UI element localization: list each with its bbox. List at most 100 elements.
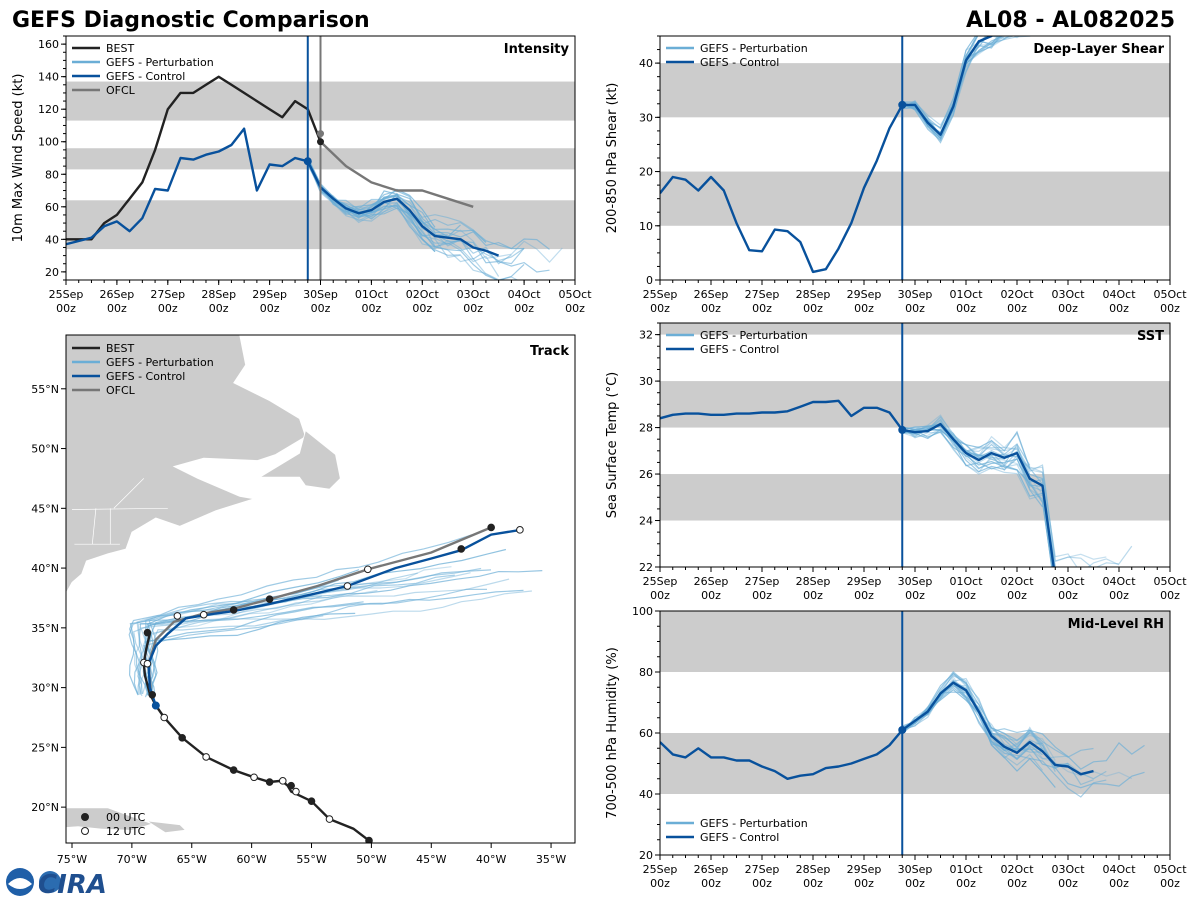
panel-shear: 01020304025Sep00z26Sep00z27Sep00z28Sep00… [605, 35, 1187, 315]
control-track-marker [516, 526, 524, 534]
x-tick-label: 04Oct [1102, 288, 1136, 301]
x-tick-label: 00z [956, 589, 976, 602]
perturbation-line [902, 427, 1054, 567]
y-tick-label: 120 [38, 103, 59, 116]
x-tick-label: 00z [1109, 302, 1129, 315]
x-tick-label: 00z [260, 302, 280, 315]
panel-sst: 22242628303225Sep00z26Sep00z27Sep00z28Se… [605, 322, 1187, 602]
panel-title: Track [530, 344, 569, 359]
y-tick-label: 20 [45, 266, 59, 279]
best-track-marker [307, 797, 316, 805]
lat-tick-label: 25°N [31, 741, 59, 754]
perturbation-track [144, 601, 364, 696]
x-tick-label: 25Sep [49, 288, 84, 301]
x-tick-label: 00z [362, 302, 382, 315]
control-line [660, 399, 1055, 567]
x-tick-label: 28Sep [796, 575, 831, 588]
x-tick-label: 26Sep [694, 863, 729, 876]
x-tick-label: 00z [956, 302, 976, 315]
lon-tick-label: 60°W [236, 853, 266, 866]
x-tick-label: 30Sep [898, 863, 933, 876]
control-init-marker [898, 100, 907, 109]
y-tick-label: 60 [45, 201, 59, 214]
best-track-marker [278, 777, 287, 785]
y-tick-label: 28 [639, 422, 653, 435]
x-tick-label: 26Sep [100, 288, 135, 301]
control-init-marker [151, 701, 160, 710]
best-track-marker [365, 836, 373, 843]
charts-layer: 2040608010012014016025Sep00z26Sep00z27Se… [11, 35, 1187, 890]
x-tick-label: 00z [803, 302, 823, 315]
x-tick-label: 01Oct [949, 575, 983, 588]
x-tick-label: 04Oct [1102, 575, 1136, 588]
legend-label: GEFS - Perturbation [700, 329, 808, 342]
perturbation-line [902, 670, 1094, 758]
legend-label: GEFS - Control [700, 831, 779, 844]
x-tick-label: 00z [803, 877, 823, 890]
plot-area [660, 611, 1170, 798]
x-tick-label: 00z [650, 589, 670, 602]
x-tick-label: 03Oct [1051, 575, 1085, 588]
panel-intensity: 2040608010012014016025Sep00z26Sep00z27Se… [11, 35, 592, 315]
control-init-marker [303, 157, 312, 166]
best-track-marker [143, 628, 152, 637]
x-tick-label: 28Sep [796, 288, 831, 301]
x-tick-label: 00z [514, 302, 534, 315]
x-tick-label: 00z [854, 302, 874, 315]
panel-rh: 2040608010025Sep00z26Sep00z27Sep00z28Sep… [605, 605, 1187, 890]
lon-tick-label: 35°W [536, 853, 566, 866]
y-tick-label: 60 [639, 727, 653, 740]
figure-title: GEFS Diagnostic Comparison [12, 8, 370, 33]
y-tick-label: 80 [45, 168, 59, 181]
legend-label: OFCL [106, 84, 136, 97]
x-tick-label: 02Oct [1000, 575, 1034, 588]
ofcl-track-marker [229, 606, 238, 614]
threshold-band [660, 733, 1170, 794]
best-track-marker [265, 778, 274, 786]
control-track-line [147, 528, 522, 706]
x-tick-label: 02Oct [1000, 863, 1034, 876]
best-track-marker [250, 773, 258, 782]
x-tick-label: 03Oct [457, 288, 491, 301]
threshold-band [660, 611, 1170, 672]
x-tick-label: 00z [905, 877, 925, 890]
control-track-marker [343, 582, 352, 590]
border-line [71, 507, 168, 510]
x-tick-label: 30Sep [898, 288, 933, 301]
lat-tick-label: 50°N [31, 443, 59, 456]
best-track-marker [287, 781, 295, 790]
control-init-marker [898, 725, 907, 734]
x-tick-label: 00z [905, 302, 925, 315]
best-track-marker [143, 659, 152, 668]
x-tick-label: 28Sep [201, 288, 236, 301]
x-tick-label: 29Sep [847, 863, 882, 876]
x-tick-label: 04Oct [508, 288, 542, 301]
y-tick-label: 22 [639, 561, 653, 574]
x-tick-label: 00z [1109, 877, 1129, 890]
north-america-land [66, 335, 306, 594]
map-frame [65, 334, 576, 844]
y-axis-label: 200-850 hPa Shear (kt) [605, 83, 620, 234]
x-tick-label: 00z [1058, 302, 1078, 315]
best-track-marker [202, 753, 210, 761]
x-tick-label: 01Oct [355, 288, 389, 301]
panel-track: 20°N 25°N 30°N 35°N 40°N 45°N 50°N 55°N 75°W 70°W… [31, 334, 576, 866]
x-tick-label: 00z [1007, 302, 1027, 315]
lon-tick-label: 75°W [57, 853, 87, 866]
lat-tick-label: 20°N [31, 801, 59, 814]
ofcl-track-marker [265, 595, 274, 603]
perturbation-line [902, 36, 1001, 144]
x-tick-label: 27Sep [745, 575, 780, 588]
threshold-band [660, 323, 1170, 335]
perturbation-line [902, 36, 1010, 140]
newfoundland-land [258, 429, 341, 490]
border-line [113, 478, 145, 509]
perturbation-track [128, 569, 492, 695]
x-tick-label: 26Sep [694, 288, 729, 301]
y-tick-label: 32 [639, 329, 653, 342]
x-tick-label: 00z [158, 302, 178, 315]
panel-title: Mid-Level RH [1068, 617, 1164, 632]
perturbation-line [901, 36, 1003, 142]
lon-tick-label: 55°W [296, 853, 326, 866]
control-line [66, 127, 500, 257]
